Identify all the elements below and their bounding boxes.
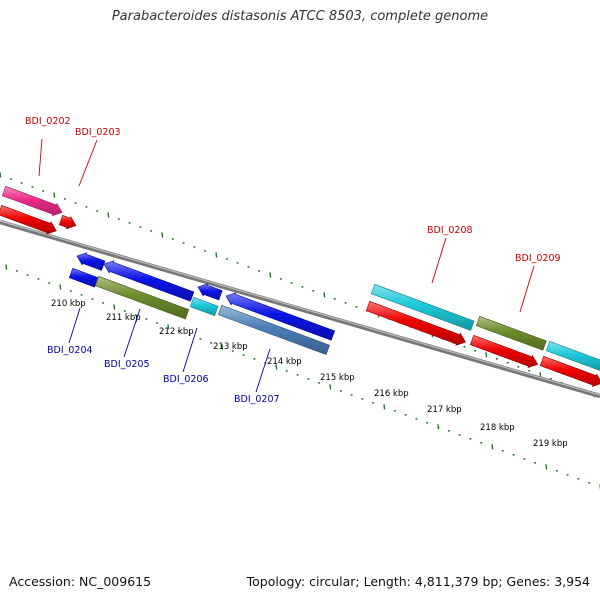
backbone-track	[0, 219, 600, 399]
bottom-scale-tick	[491, 444, 494, 450]
gene-leader-line	[68, 307, 81, 344]
red-feature-4[interactable]	[469, 334, 539, 369]
red-feature-2[interactable]	[58, 214, 77, 230]
map-title: Parabacteroides distasonis ATCC 8503, co…	[111, 9, 489, 24]
scale-label: 213 kbp	[213, 342, 248, 352]
bottom-scale-tick	[113, 304, 116, 310]
olive-feature-1[interactable]	[94, 275, 190, 320]
scale-label: 214 kbp	[267, 357, 302, 367]
blue-feature-1[interactable]	[76, 252, 106, 271]
bottom-scale-tick	[221, 344, 224, 350]
gene-leader-line	[255, 348, 271, 393]
bottom-scale-tick	[59, 284, 62, 290]
top-scale-tick	[215, 252, 218, 258]
bottom-scale-tick	[167, 324, 170, 330]
backbone-highlight	[0, 220, 600, 396]
cyan-feature-2[interactable]	[370, 283, 475, 331]
olive-feature-2[interactable]	[475, 315, 547, 351]
bottom-scale-tick	[5, 264, 8, 270]
gene-label-bdi-0208[interactable]: BDI_0208	[427, 225, 473, 236]
accession-text: Accession: NC_009615	[9, 574, 152, 589]
scale-label: 215 kbp	[320, 373, 355, 383]
gene-leader-line	[78, 139, 98, 187]
red-feature-5[interactable]	[539, 355, 600, 387]
gene-leader-line	[431, 237, 447, 284]
blue-feature-4[interactable]	[225, 292, 336, 341]
red-feature-1[interactable]	[0, 204, 57, 235]
scale-label: 217 kbp	[427, 405, 462, 415]
top-scale-tick	[269, 272, 272, 278]
tick-track-bottom	[5, 264, 600, 490]
feature-track[interactable]	[0, 185, 600, 387]
gene-labels[interactable]: BDI_0202 BDI_0203 BDI_0208 BDI_0209 BDI_0204…	[25, 116, 561, 405]
scale-label: 211 kbp	[106, 313, 141, 323]
gene-label-bdi-0203[interactable]: BDI_0203	[75, 127, 121, 138]
gene-label-bdi-0207[interactable]: BDI_0207	[234, 394, 280, 405]
gene-label-bdi-0206[interactable]: BDI_0206	[163, 374, 209, 385]
bottom-scale-tick	[329, 384, 332, 390]
top-scale-tick	[161, 232, 164, 238]
backbone-line	[0, 219, 600, 399]
bottom-scale-tick	[437, 424, 440, 430]
top-scale-tick	[107, 212, 110, 218]
genome-summary-text: Topology: circular; Length: 4,811,379 bp…	[246, 574, 590, 589]
top-scale-tick	[53, 192, 56, 198]
gene-leader-line	[38, 138, 43, 177]
cyan-feature-3[interactable]	[545, 340, 600, 371]
steel-feature[interactable]	[217, 304, 330, 355]
bottom-scale-tick	[383, 404, 386, 410]
blue-feature-2[interactable]	[103, 260, 195, 302]
bottom-scale-tick	[545, 464, 548, 470]
pink-feature[interactable]	[1, 185, 63, 217]
scale-labels: 210 kbp 211 kbp 212 kbp 213 kbp 214 kbp 215 k…	[51, 299, 568, 449]
scale-label: 218 kbp	[480, 423, 515, 433]
gene-leader-line	[123, 308, 141, 358]
gene-leader-line	[519, 265, 535, 313]
blue-feature-4-outer[interactable]	[68, 267, 99, 288]
top-scale-tick	[323, 292, 326, 298]
cyan-feature-1[interactable]	[189, 296, 219, 317]
gene-label-bdi-0202[interactable]: BDI_0202	[25, 116, 71, 127]
scale-label: 216 kbp	[374, 389, 409, 399]
gene-label-bdi-0205[interactable]: BDI_0205	[104, 359, 150, 370]
blue-feature-3[interactable]	[197, 283, 223, 301]
top-scale-tick	[485, 352, 488, 358]
gene-label-bdi-0209[interactable]: BDI_0209	[515, 253, 561, 264]
top-scale-tick	[0, 172, 2, 178]
gene-label-bdi-0204[interactable]: BDI_0204	[47, 345, 93, 356]
scale-label: 219 kbp	[533, 439, 568, 449]
scale-label: 210 kbp	[51, 299, 86, 309]
red-feature-3[interactable]	[365, 300, 466, 346]
gene-leader-line	[182, 327, 198, 373]
bottom-scale-tick	[275, 364, 278, 370]
scale-label: 212 kbp	[159, 327, 194, 337]
